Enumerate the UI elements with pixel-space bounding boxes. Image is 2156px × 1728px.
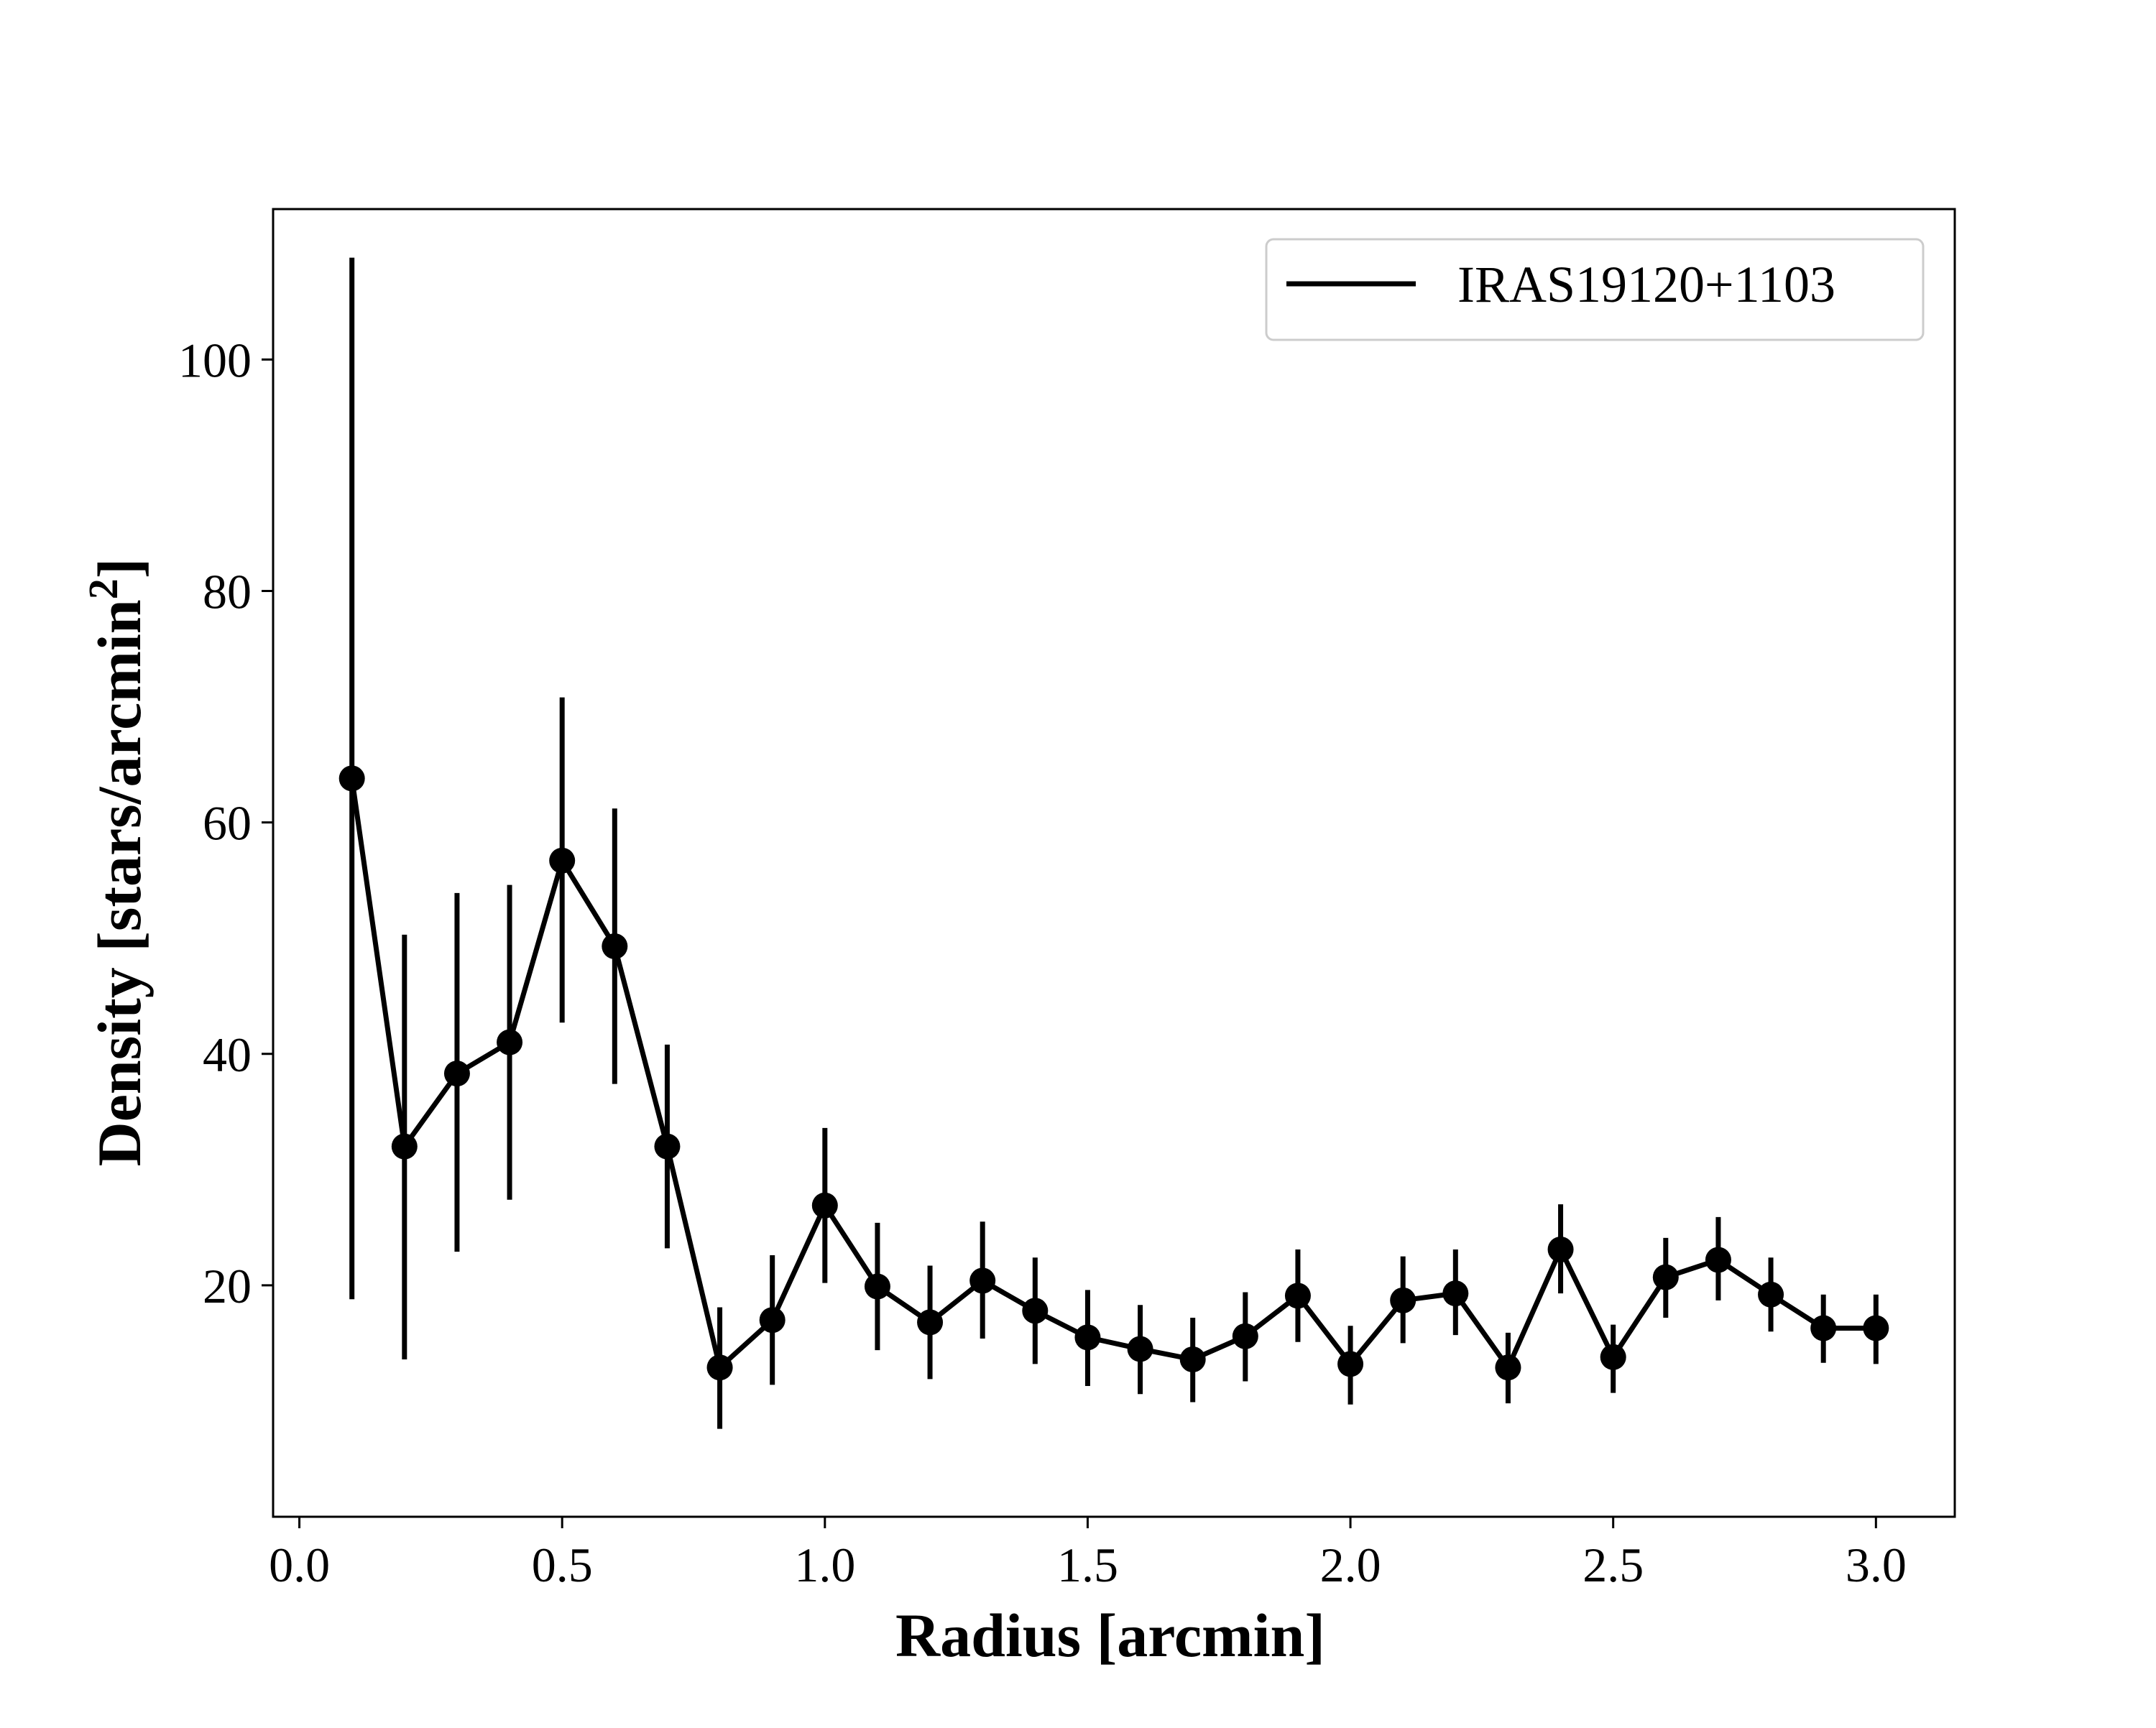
data-point <box>759 1307 786 1334</box>
y-tick-label: 20 <box>203 1259 252 1313</box>
y-tick-label: 60 <box>203 796 252 851</box>
data-point <box>811 1192 838 1219</box>
data-point <box>1600 1344 1626 1370</box>
legend-box <box>1265 238 1925 341</box>
y-axis-title: Density [stars/arcmin2] <box>80 558 154 1167</box>
y-axis-title-main: Density [stars/arcmin <box>85 599 154 1166</box>
legend-label: IRAS19120+1103 <box>1457 256 1835 313</box>
data-point <box>549 847 576 874</box>
data-point <box>1652 1264 1679 1290</box>
data-point <box>497 1029 523 1055</box>
y-tick-label: 100 <box>178 333 252 387</box>
legend: IRAS19120+1103 <box>1265 238 1925 341</box>
data-point <box>1022 1298 1049 1324</box>
data-point <box>864 1273 890 1300</box>
data-point <box>1337 1351 1364 1377</box>
data-point <box>602 933 628 959</box>
data-point <box>1863 1315 1889 1341</box>
x-tick-label: 0.5 <box>532 1538 593 1592</box>
data-point <box>1390 1287 1416 1313</box>
x-axis-ticks: 0.0 0.5 1.0 1.5 2.0 2.5 3.0 <box>269 1517 1907 1592</box>
x-tick-label: 2.5 <box>1583 1538 1644 1592</box>
data-point <box>1705 1247 1731 1273</box>
data-point <box>1758 1281 1784 1308</box>
data-point <box>338 765 365 792</box>
data-point <box>917 1309 944 1336</box>
data-point <box>1284 1283 1311 1309</box>
y-axis-title-close: ] <box>85 558 154 579</box>
data-point <box>654 1133 681 1160</box>
x-tick-label: 2.0 <box>1320 1538 1381 1592</box>
data-point <box>1495 1354 1521 1381</box>
data-point <box>1232 1323 1258 1349</box>
x-tick-label: 1.5 <box>1057 1538 1118 1592</box>
data-point <box>1810 1315 1837 1341</box>
plot-layer <box>338 257 1889 1429</box>
x-tick-label: 0.0 <box>269 1538 330 1592</box>
data-point <box>1127 1336 1153 1362</box>
data-point <box>969 1267 996 1294</box>
axes-frame <box>272 208 1956 1518</box>
y-axis-title-superscript: 2 <box>80 578 126 599</box>
x-tick-label: 3.0 <box>1846 1538 1907 1592</box>
data-point <box>1179 1346 1206 1372</box>
y-tick-label: 40 <box>203 1027 252 1082</box>
data-point <box>443 1061 470 1087</box>
y-axis-ticks: 20 40 60 80 100 <box>178 333 273 1313</box>
data-point <box>706 1354 733 1381</box>
x-axis-title: Radius [arcmin] <box>895 1601 1325 1670</box>
series-line <box>349 777 1876 1370</box>
y-tick-label: 80 <box>203 565 252 619</box>
data-point <box>1074 1324 1101 1351</box>
data-point <box>1442 1280 1469 1307</box>
data-point <box>1547 1236 1574 1262</box>
x-tick-label: 1.0 <box>794 1538 855 1592</box>
data-point <box>391 1133 418 1160</box>
